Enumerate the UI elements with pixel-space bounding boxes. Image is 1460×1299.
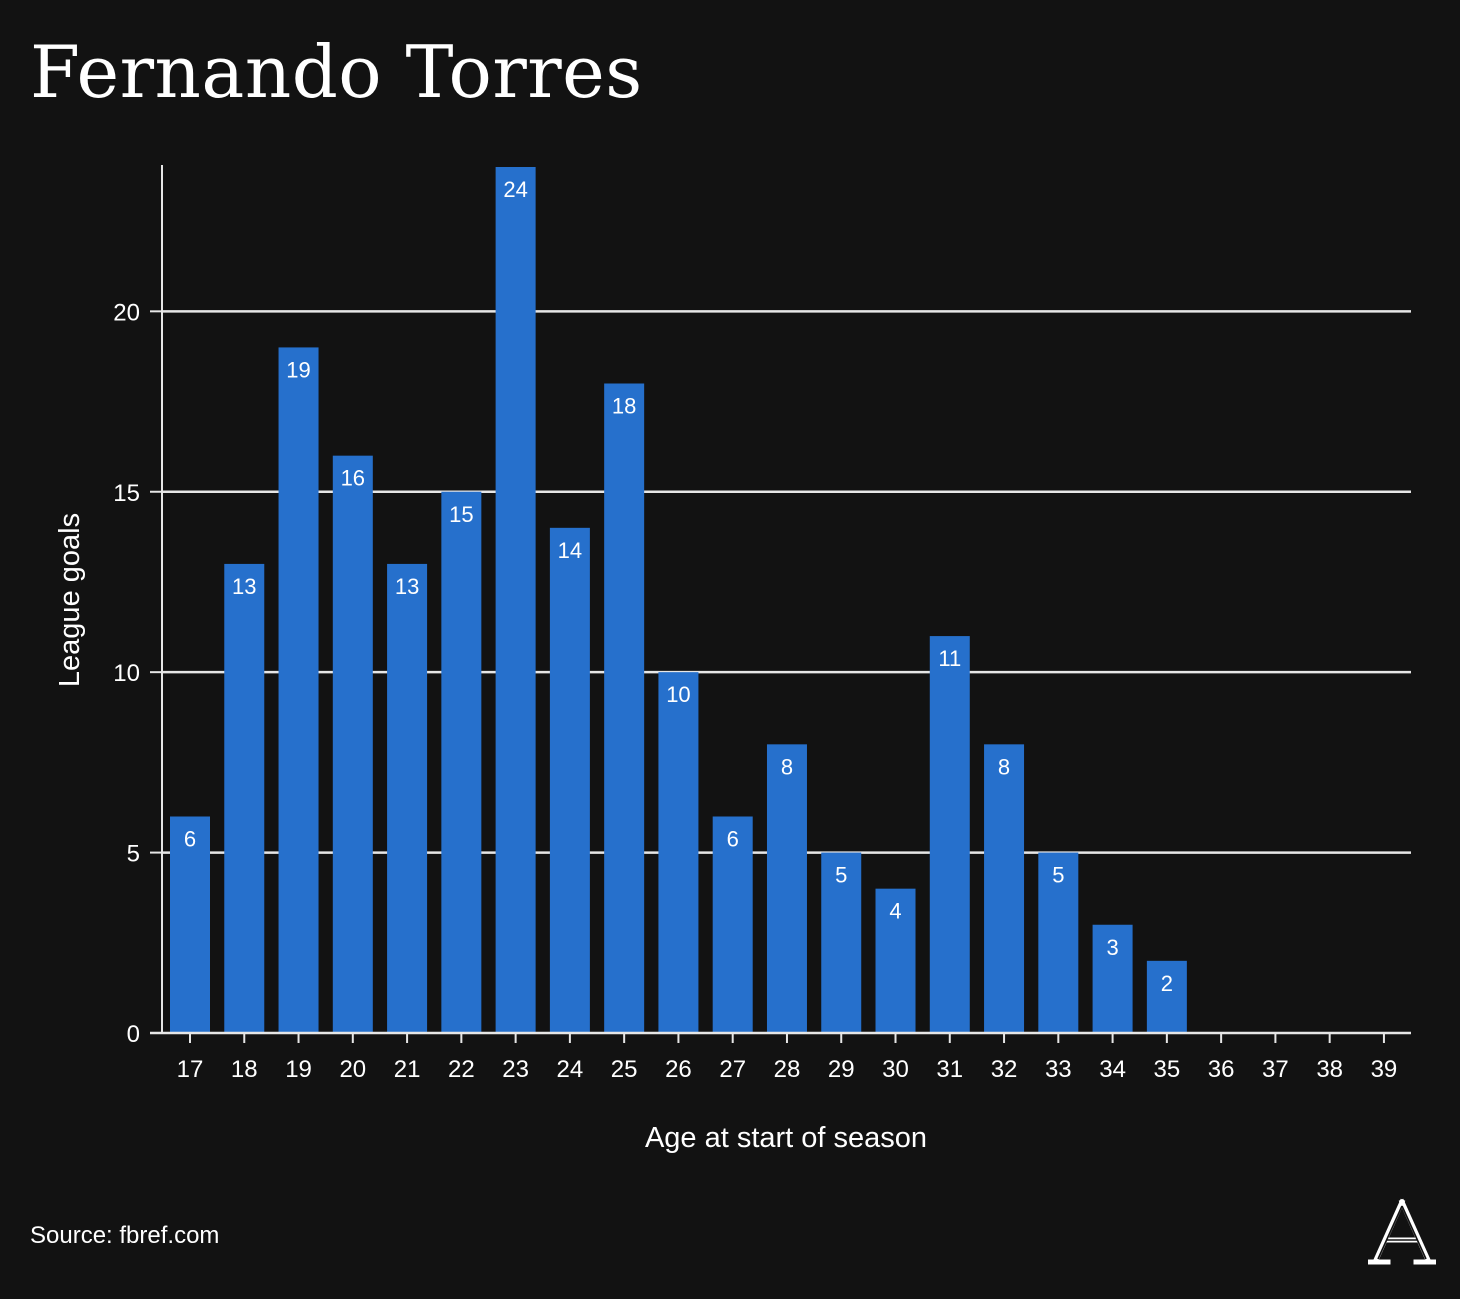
- x-tick-label: 17: [177, 1056, 204, 1083]
- x-tick-label: 24: [557, 1056, 584, 1083]
- bar: [549, 527, 590, 1033]
- bar: [224, 563, 265, 1033]
- bar-value-label: 3: [1106, 935, 1118, 960]
- bar: [712, 816, 753, 1033]
- x-tick-label: 27: [719, 1056, 746, 1083]
- bar: [658, 672, 699, 1033]
- x-tick-label: 23: [502, 1056, 529, 1083]
- bar: [1146, 960, 1187, 1033]
- bar: [1038, 852, 1079, 1033]
- bar: [984, 744, 1025, 1033]
- bar: [332, 455, 373, 1034]
- bar: [278, 347, 319, 1034]
- chart-title: Fernando Torres: [30, 30, 643, 114]
- bar: [387, 563, 428, 1033]
- x-tick-label: 26: [665, 1056, 692, 1083]
- bar: [604, 383, 645, 1033]
- bar: [441, 491, 482, 1033]
- bar-value-label: 8: [998, 754, 1010, 779]
- x-tick-label: 34: [1099, 1056, 1126, 1083]
- x-tick-label: 28: [774, 1056, 801, 1083]
- bar-value-label: 10: [666, 682, 690, 707]
- bar-value-label: 16: [341, 466, 365, 491]
- bar-value-label: 6: [184, 827, 196, 852]
- x-tick-label: 30: [882, 1056, 909, 1083]
- bar-value-label: 24: [503, 177, 527, 202]
- x-tick-label: 19: [285, 1056, 312, 1083]
- x-tick-label: 29: [828, 1056, 855, 1083]
- bar-value-label: 5: [1052, 863, 1064, 888]
- y-tick-label: 20: [113, 299, 140, 326]
- x-tick-label: 35: [1154, 1056, 1181, 1083]
- x-tick-label: 22: [448, 1056, 475, 1083]
- bar: [929, 636, 970, 1033]
- y-tick-label: 15: [113, 480, 140, 507]
- y-tick-label: 0: [127, 1021, 140, 1048]
- x-tick-label: 25: [611, 1056, 638, 1083]
- x-tick-label: 18: [231, 1056, 258, 1083]
- bar-value-label: 8: [781, 754, 793, 779]
- x-tick-label: 36: [1208, 1056, 1235, 1083]
- bar-value-label: 11: [938, 646, 961, 671]
- x-tick-label: 33: [1045, 1056, 1072, 1083]
- x-axis-label: Age at start of season: [645, 1122, 927, 1154]
- bar: [766, 744, 807, 1033]
- bar-value-label: 15: [449, 502, 473, 527]
- bar-value-label: 2: [1161, 971, 1173, 996]
- bar-value-label: 13: [395, 574, 419, 599]
- x-tick-label: 31: [936, 1056, 963, 1083]
- bar-value-label: 6: [727, 827, 739, 852]
- bar-value-label: 18: [612, 394, 636, 419]
- bar-value-label: 5: [835, 863, 847, 888]
- x-tick-label: 32: [991, 1056, 1018, 1083]
- bar-value-label: 14: [558, 538, 582, 563]
- bar: [821, 852, 862, 1033]
- y-tick-label: 5: [127, 841, 140, 868]
- athletic-logo-icon: [1368, 1198, 1436, 1265]
- bar: [1092, 924, 1133, 1033]
- y-axis-label: League goals: [54, 513, 86, 687]
- bar-value-label: 4: [889, 899, 901, 924]
- bar: [495, 167, 536, 1033]
- bar: [170, 816, 210, 1033]
- x-tick-label: 38: [1316, 1056, 1343, 1083]
- x-tick-label: 20: [339, 1056, 366, 1083]
- bar-value-label: 13: [232, 574, 256, 599]
- bars: [170, 167, 1187, 1034]
- x-tick-label: 37: [1262, 1056, 1289, 1083]
- x-tick-label: 21: [394, 1056, 421, 1083]
- source-note: Source: fbref.com: [30, 1222, 220, 1249]
- bar-value-label: 19: [286, 357, 310, 382]
- y-tick-label: 10: [113, 660, 140, 687]
- x-tick-label: 39: [1371, 1056, 1398, 1083]
- bar-value-labels: 6 13 19 16 13 15 24 14 18 10 6 8 5 4 11 8 5 3 2: [184, 177, 1173, 996]
- bar: [875, 888, 916, 1033]
